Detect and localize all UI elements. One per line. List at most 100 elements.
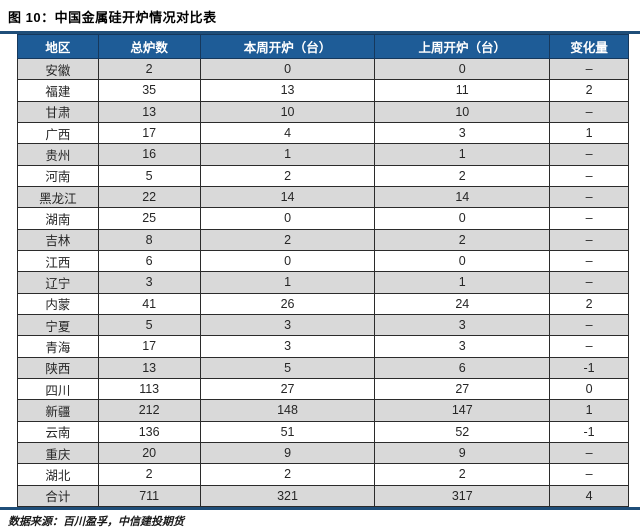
value-cell: 147 xyxy=(374,399,551,422)
region-cell: 四川 xyxy=(17,377,99,401)
value-cell: 17 xyxy=(97,335,201,358)
value-cell: 2 xyxy=(374,164,551,187)
value-cell: 0 xyxy=(199,57,376,81)
value-cell: 51 xyxy=(199,420,376,443)
table-row: 四川 113 27 27 0 xyxy=(17,377,629,401)
value-cell: 26 xyxy=(199,292,376,315)
region-cell: 吉林 xyxy=(17,228,99,251)
value-cell: 0 xyxy=(374,249,551,273)
value-cell: – xyxy=(549,228,629,251)
column-header: 地区 xyxy=(17,34,99,59)
value-cell: 14 xyxy=(199,185,376,209)
value-cell: – xyxy=(549,185,629,209)
value-cell: 10 xyxy=(199,100,376,123)
top-accent-line xyxy=(0,31,640,34)
value-cell: 24 xyxy=(374,292,551,315)
value-cell: 148 xyxy=(199,399,376,422)
region-cell: 安徽 xyxy=(17,57,99,81)
region-cell: 黑龙江 xyxy=(17,185,99,209)
region-cell: 江西 xyxy=(17,249,99,273)
value-cell: 27 xyxy=(374,377,551,401)
value-cell: – xyxy=(549,100,629,123)
table-row: 江西 6 0 0– xyxy=(17,249,629,273)
table-row: 湖北 2 2 2– xyxy=(17,463,629,486)
value-cell: 711 xyxy=(97,484,201,508)
table-row: 陕西 13 5 6 -1 xyxy=(17,356,629,379)
value-cell: 2 xyxy=(97,463,201,486)
table-row: 重庆 20 9 9– xyxy=(17,441,629,465)
table-row: 云南 136 51 52 -1 xyxy=(17,420,629,443)
table-row: 辽宁 3 1 1– xyxy=(17,271,629,294)
value-cell: 1 xyxy=(549,399,629,422)
table-row: 湖南 25 0 0– xyxy=(17,207,629,230)
table-row: 黑龙江 22 14 14– xyxy=(17,185,629,209)
region-cell: 辽宁 xyxy=(17,271,99,294)
value-cell: 321 xyxy=(199,484,376,508)
value-cell: 14 xyxy=(374,185,551,209)
value-cell: 52 xyxy=(374,420,551,443)
region-cell: 湖南 xyxy=(17,207,99,230)
table-row: 安徽 2 0 0– xyxy=(17,57,629,81)
table-row: 宁夏 5 3 3– xyxy=(17,313,629,337)
bottom-accent-line xyxy=(0,507,640,510)
value-cell: – xyxy=(549,335,629,358)
value-cell: 27 xyxy=(199,377,376,401)
value-cell: – xyxy=(549,441,629,465)
value-cell: 20 xyxy=(97,441,201,465)
value-cell: 16 xyxy=(97,143,201,166)
region-cell: 宁夏 xyxy=(17,313,99,337)
column-header: 本周开炉（台） xyxy=(199,34,376,59)
table-body: 安徽 2 0 0– 福建 35 13 11 2 甘肃 13 10 10– 广西 17 4 3 1 贵州 16 1 1– 河南… xyxy=(17,57,629,508)
value-cell: – xyxy=(549,57,629,81)
region-cell: 贵州 xyxy=(17,143,99,166)
value-cell: 5 xyxy=(97,164,201,187)
table-row: 吉林 8 2 2– xyxy=(17,228,629,251)
table-row: 新疆 212 148 147 1 xyxy=(17,399,629,422)
region-cell: 甘肃 xyxy=(17,100,99,123)
value-cell: 3 xyxy=(199,335,376,358)
value-cell: 2 xyxy=(374,228,551,251)
furnace-comparison-table: 地区 总炉数 本周开炉（台） 上周开炉（台） 变化量 安徽 2 0 0– 福建 35 13 11 2 甘肃… xyxy=(17,34,629,508)
figure-title: 图 10：中国金属硅开炉情况对比表 xyxy=(8,10,217,25)
region-cell: 内蒙 xyxy=(17,292,99,315)
value-cell: 0 xyxy=(374,207,551,230)
value-cell: 2 xyxy=(199,164,376,187)
value-cell: 4 xyxy=(549,484,629,508)
value-cell: 0 xyxy=(374,57,551,81)
region-cell: 云南 xyxy=(17,420,99,443)
table-row: 内蒙 41 26 24 2 xyxy=(17,292,629,315)
region-cell: 河南 xyxy=(17,164,99,187)
value-cell: 1 xyxy=(374,271,551,294)
table-row: 贵州 16 1 1– xyxy=(17,143,629,166)
value-cell: -1 xyxy=(549,420,629,443)
value-cell: 4 xyxy=(199,121,376,145)
value-cell: 22 xyxy=(97,185,201,209)
region-cell: 福建 xyxy=(17,79,99,102)
value-cell: 2 xyxy=(549,292,629,315)
value-cell: 25 xyxy=(97,207,201,230)
value-cell: 113 xyxy=(97,377,201,401)
value-cell: – xyxy=(549,164,629,187)
value-cell: – xyxy=(549,249,629,273)
value-cell: 41 xyxy=(97,292,201,315)
value-cell: 5 xyxy=(199,356,376,379)
value-cell: 3 xyxy=(374,121,551,145)
value-cell: 3 xyxy=(97,271,201,294)
value-cell: 13 xyxy=(97,356,201,379)
value-cell: 17 xyxy=(97,121,201,145)
total-row: 合计 711 321 317 4 xyxy=(17,484,629,508)
value-cell: 2 xyxy=(549,79,629,102)
region-cell: 重庆 xyxy=(17,441,99,465)
column-header: 总炉数 xyxy=(97,34,201,59)
column-header: 变化量 xyxy=(549,34,629,59)
value-cell: 2 xyxy=(199,463,376,486)
value-cell: 136 xyxy=(97,420,201,443)
value-cell: 1 xyxy=(199,271,376,294)
value-cell: 1 xyxy=(549,121,629,145)
region-cell: 合计 xyxy=(17,484,99,508)
table-row: 青海 17 3 3– xyxy=(17,335,629,358)
value-cell: – xyxy=(549,271,629,294)
value-cell: 212 xyxy=(97,399,201,422)
value-cell: 0 xyxy=(549,377,629,401)
